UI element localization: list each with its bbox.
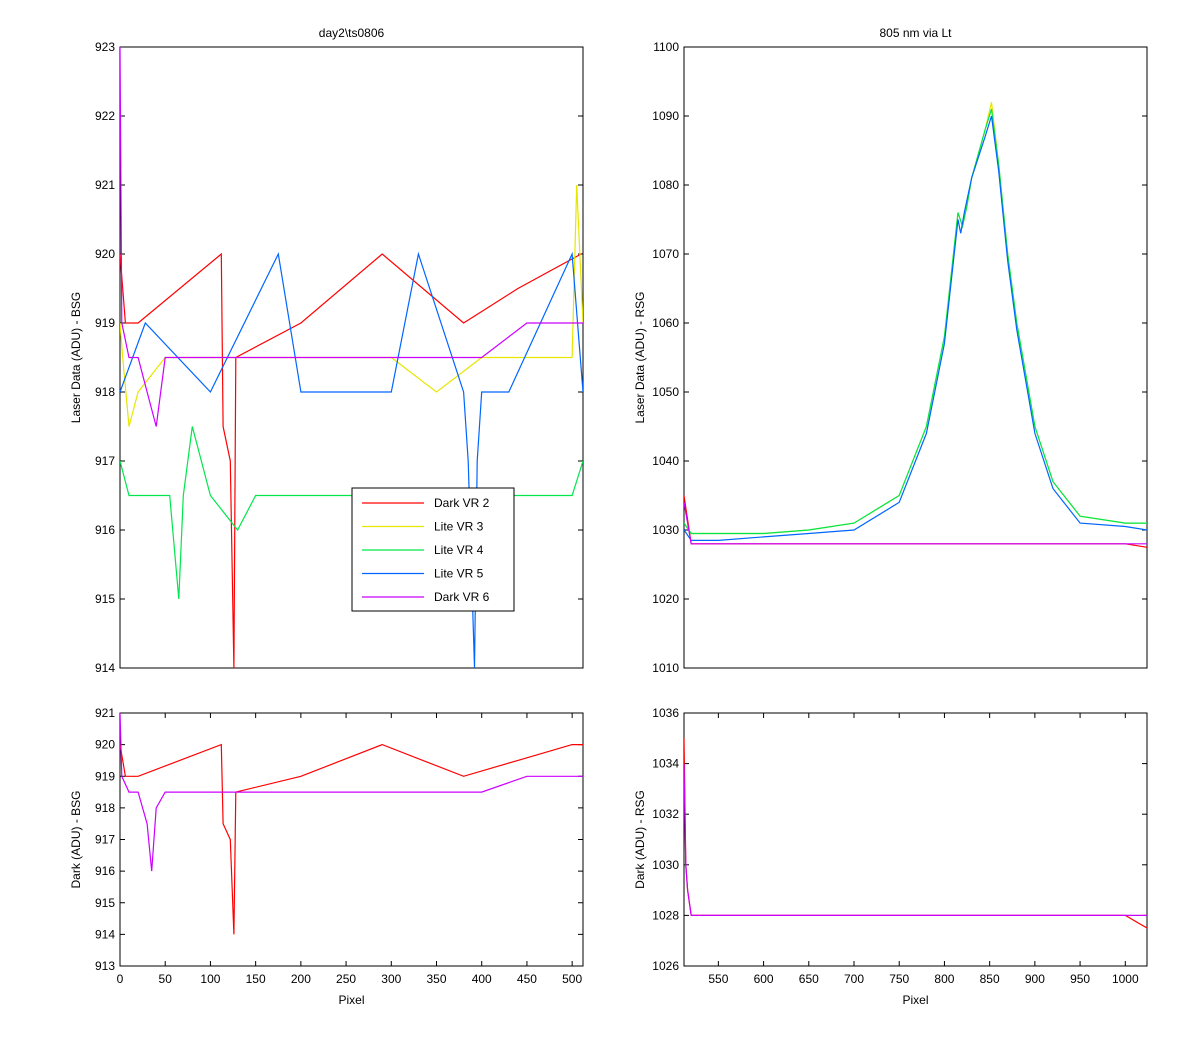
y-tick-label: 918 [95,801,115,815]
x-tick-label: 1000 [1112,972,1139,986]
y-tick-label: 1030 [652,858,679,872]
x-tick-label: 0 [117,972,124,986]
panel-bottom-left: 913 914 915 916 917 918 919 920 921 0 50 100 150 200 2… [69,706,584,1007]
x-tick-label: 500 [562,972,582,986]
x-tick-label: 300 [381,972,401,986]
y-tick-label: 916 [95,523,115,537]
series-group [684,738,1147,929]
series-line-dark-vr-6 [684,502,1147,545]
series-line-lite-vr-5 [684,115,1147,542]
legend-label: Lite VR 3 [434,520,484,534]
x-tick-label: 850 [980,972,1000,986]
y-tick-label: 1028 [652,908,679,922]
x-tick-label: 50 [159,972,173,986]
x-axis-label: Pixel [902,993,928,1007]
legend-label: Dark VR 2 [434,496,490,510]
x-tick-label: 950 [1070,972,1090,986]
y-tick-label: 918 [95,385,115,399]
y-axis-label: Laser Data (ADU) - BSG [69,292,83,423]
y-tick-label: 917 [95,833,115,847]
x-tick-label: 550 [708,972,728,986]
y-tick-label: 920 [95,247,115,261]
y-tick-label: 1100 [653,40,679,54]
y-tick-label: 919 [95,769,115,783]
y-tick-label: 1034 [652,757,679,771]
series-line-dark-vr-6 [120,713,583,872]
y-tick-label: 915 [95,592,115,606]
legend-label: Dark VR 6 [434,590,490,604]
x-axis-label: Pixel [338,993,364,1007]
series-line-dark-vr-6 [120,47,583,427]
y-tick-label: 923 [95,40,115,54]
y-tick-label: 921 [95,706,115,720]
y-axis-label: Laser Data (ADU) - RSG [633,291,647,423]
x-tick-label: 200 [291,972,311,986]
y-tick-label: 920 [95,738,115,752]
x-tick-label: 750 [889,972,909,986]
x-tick-label: 400 [472,972,492,986]
legend-label: Lite VR 5 [434,567,484,581]
y-tick-label: 922 [95,109,115,123]
panel-top-right: 1010 1020 1030 1040 1050 1060 1070 1080 1090 1100… [633,26,1148,675]
series-group [120,47,583,668]
y-tick-label: 1060 [652,316,679,330]
y-tick-label: 1010 [652,661,679,675]
y-tick-label: 914 [95,661,115,675]
plot-area [683,712,1148,967]
series-line-dark-vr-2 [120,743,583,935]
x-tick-label: 650 [799,972,819,986]
y-tick-label: 919 [95,316,115,330]
y-tick-label: 1032 [652,807,679,821]
y-tick-label: 914 [95,927,115,941]
series-line-dark-vr-6 [684,763,1147,917]
legend: Dark VR 2 Lite VR 3 Lite VR 4 Lite VR 5 Dark… [351,487,515,612]
chart-title: day2\ts0806 [319,26,385,40]
y-tick-label: 913 [95,959,115,973]
series-line-dark-vr-2 [120,252,582,668]
x-tick-label: 250 [336,972,356,986]
y-tick-label: 916 [95,864,115,878]
y-tick-label: 1020 [652,592,679,606]
y-tick-label: 915 [95,896,115,910]
y-tick-label: 1050 [652,385,679,399]
series-group [684,102,1147,548]
series-line-lite-vr-5 [120,251,583,668]
x-tick-label: 150 [246,972,266,986]
y-axis-label: Dark (ADU) - RSG [633,790,647,889]
y-tick-label: 1040 [652,454,679,468]
y-tick-label: 921 [95,178,115,192]
x-tick-label: 100 [200,972,220,986]
x-tick-label: 350 [426,972,446,986]
x-tick-label: 900 [1025,972,1045,986]
chart-title: 805 nm via Lt [879,26,952,40]
y-tick-label: 1090 [652,109,679,123]
x-tick-label: 700 [844,972,864,986]
y-axis-label: Dark (ADU) - BSG [69,790,83,888]
y-tick-label: 1030 [652,523,679,537]
y-tick-label: 1080 [652,178,679,192]
x-tick-label: 800 [934,972,954,986]
plot-area [119,712,584,967]
y-tick-label: 1026 [652,959,679,973]
y-tick-label: 1070 [652,247,679,261]
y-tick-label: 917 [95,454,115,468]
panel-bottom-right: 1026 1028 1030 1032 1034 1036 550 600 650 700 750 8… [633,706,1148,1007]
plot-area [683,46,1148,669]
x-tick-label: 600 [754,972,774,986]
series-group [120,713,583,935]
series-line-lite-vr-4 [684,108,1147,535]
x-tick-label: 450 [517,972,537,986]
y-tick-label: 1036 [652,706,679,720]
legend-label: Lite VR 4 [434,543,484,557]
